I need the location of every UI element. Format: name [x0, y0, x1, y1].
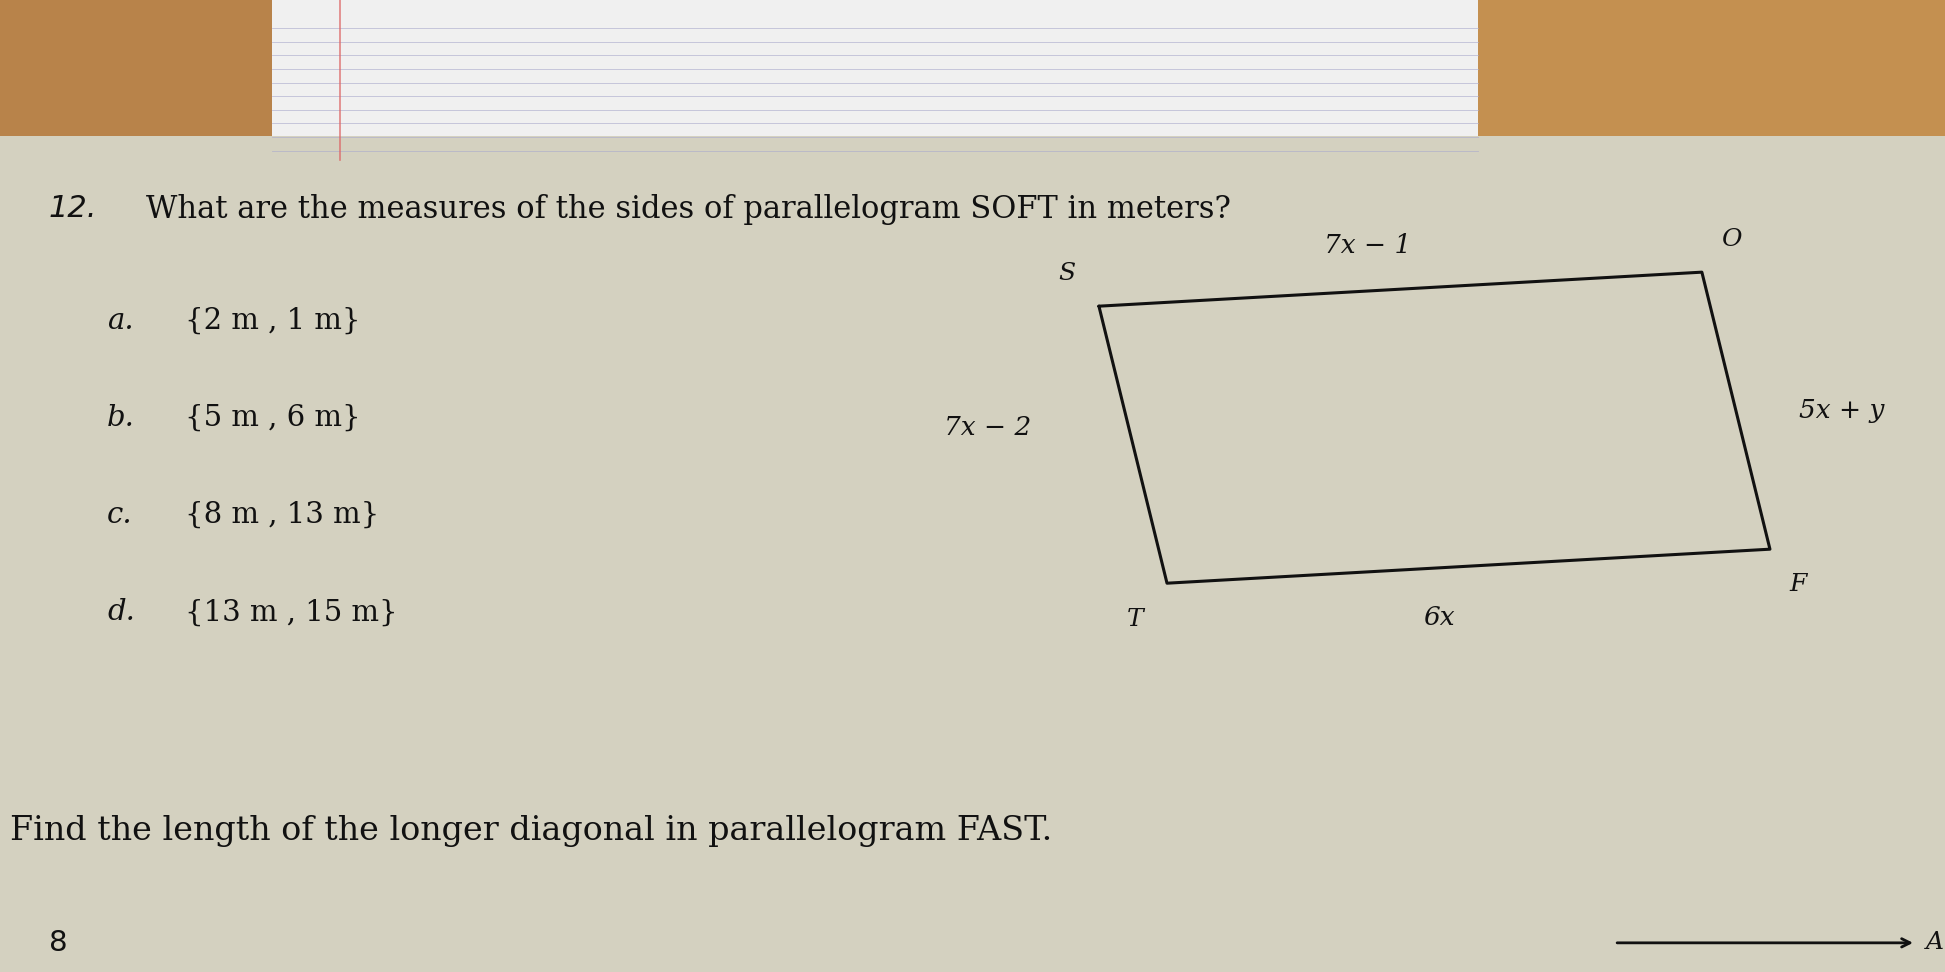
Text: 5x + y: 5x + y: [1799, 398, 1885, 423]
Text: 7x − 2: 7x − 2: [943, 415, 1031, 440]
Text: Find the length of the longer diagonal in parallelogram FAST.: Find the length of the longer diagonal i…: [10, 816, 1052, 847]
Text: b.: b.: [107, 404, 134, 432]
Text: {5 m , 6 m}: {5 m , 6 m}: [185, 404, 360, 432]
Text: 12.: 12.: [49, 194, 97, 224]
Text: A: A: [1926, 931, 1943, 955]
Text: {2 m , 1 m}: {2 m , 1 m}: [185, 307, 360, 334]
Text: 8: 8: [49, 929, 68, 956]
Bar: [0, 136, 1945, 972]
Text: d.: d.: [107, 599, 134, 626]
Text: O: O: [1721, 227, 1743, 251]
Bar: [1459, 0, 1945, 175]
Text: 7x − 1: 7x − 1: [1325, 232, 1410, 258]
PathPatch shape: [0, 151, 1945, 972]
Text: T: T: [1126, 608, 1144, 631]
Text: c.: c.: [107, 502, 132, 529]
Text: {8 m , 13 m}: {8 m , 13 m}: [185, 502, 379, 529]
Text: S: S: [1058, 261, 1076, 285]
Text: 6x: 6x: [1424, 605, 1455, 630]
Text: a.: a.: [107, 307, 134, 334]
Bar: [0, 0, 350, 175]
Text: F: F: [1789, 573, 1807, 597]
Bar: [272, 0, 1478, 160]
Text: {13 m , 15 m}: {13 m , 15 m}: [185, 599, 397, 626]
Text: What are the measures of the sides of parallelogram SOFT in meters?: What are the measures of the sides of pa…: [146, 194, 1231, 226]
